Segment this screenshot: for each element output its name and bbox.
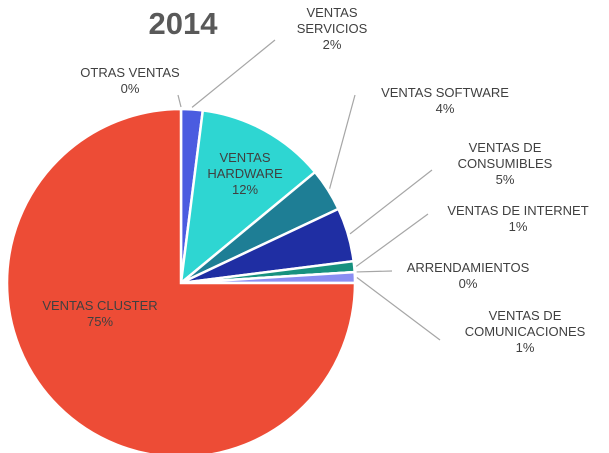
leader-line — [177, 94, 182, 108]
leader-line — [356, 270, 393, 273]
slice-value: 1% — [508, 219, 528, 234]
slice-value: 2% — [322, 37, 342, 52]
slice-label: VENTAS CLUSTER 75% — [20, 298, 180, 330]
slice-name: VENTAS DE CONSUMIBLES — [457, 140, 553, 171]
slice-name: VENTAS DE COMUNICACIONES — [464, 308, 586, 339]
slice-label: VENTAS SOFTWARE 4% — [360, 85, 530, 117]
slice-value: 75% — [86, 314, 114, 329]
slice-label: VENTAS DE CONSUMIBLES 5% — [450, 140, 560, 188]
slice-name: ARRENDAMIENTOS — [406, 260, 530, 275]
slice-value: 5% — [495, 172, 515, 187]
slice-name: VENTAS SOFTWARE — [381, 85, 509, 100]
slice-label: VENTAS HARDWARE 12% — [205, 150, 285, 198]
slice-value: 4% — [435, 101, 455, 116]
slice-value: 0% — [120, 81, 140, 96]
slice-name: VENTAS HARDWARE — [207, 150, 283, 181]
leader-line — [355, 213, 429, 267]
slice-label: VENTAS SERVICIOS 2% — [292, 5, 372, 53]
leader-line — [329, 94, 356, 189]
slice-name: OTRAS VENTAS — [80, 65, 180, 80]
slice-name: VENTAS DE INTERNET — [447, 203, 589, 218]
pie-slice — [179, 108, 317, 286]
slice-value: 1% — [515, 340, 535, 355]
slice-label: ARRENDAMIENTOS 0% — [388, 260, 548, 292]
pie-slice — [5, 107, 357, 453]
slice-name: VENTAS CLUSTER — [42, 298, 158, 313]
leader-line — [349, 169, 433, 235]
leader-line — [191, 39, 276, 108]
slice-value: 0% — [458, 276, 478, 291]
leader-line — [356, 276, 441, 341]
chart-title: 2014 — [148, 6, 218, 41]
slice-value: 12% — [231, 182, 259, 197]
slice-label: OTRAS VENTAS 0% — [65, 65, 195, 97]
slice-label: VENTAS DE COMUNICACIONES 1% — [450, 308, 600, 356]
slice-name: VENTAS SERVICIOS — [296, 5, 368, 36]
slice-label: VENTAS DE INTERNET 1% — [428, 203, 608, 235]
